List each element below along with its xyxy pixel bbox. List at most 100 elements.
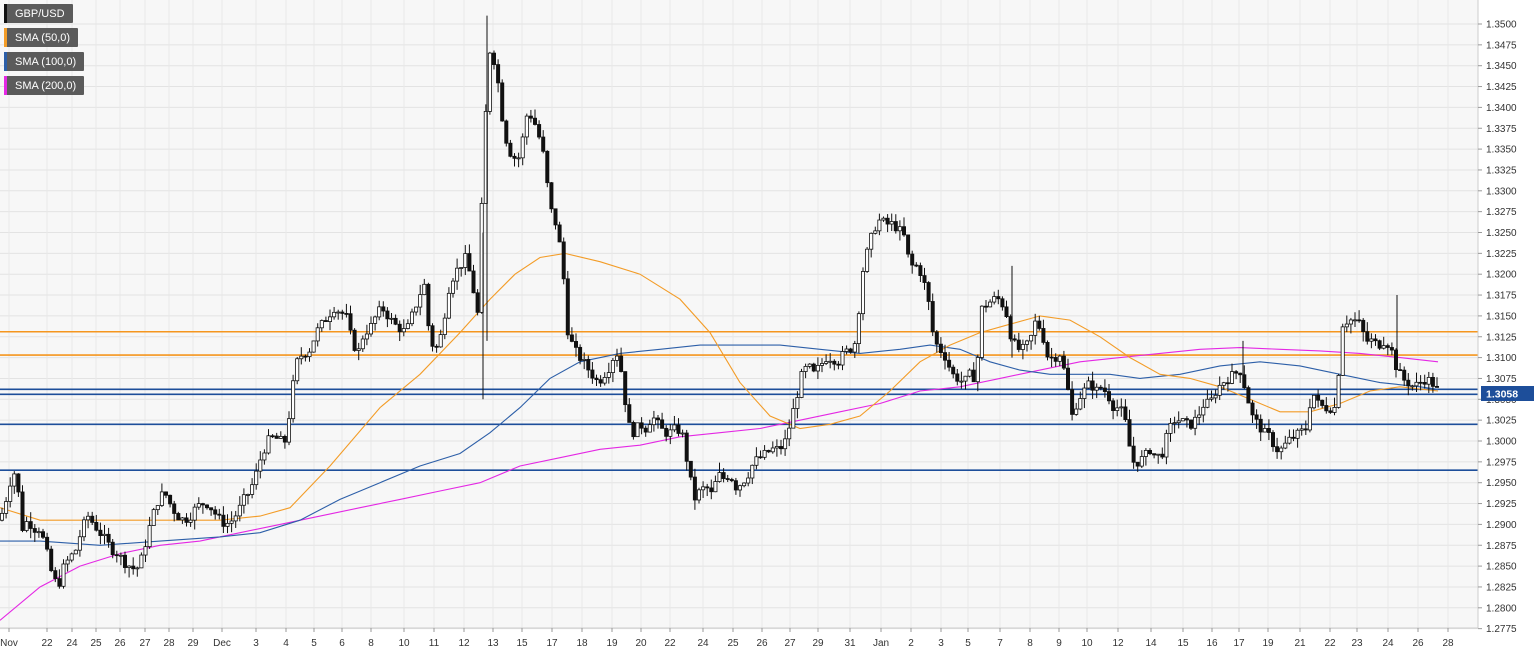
candle-body: [889, 221, 894, 225]
candle-body: [241, 494, 246, 506]
y-tick-label: 1.3400: [1486, 103, 1517, 114]
legend-item[interactable]: SMA (200,0): [4, 76, 85, 95]
candle-body: [1389, 347, 1394, 351]
y-tick-label: 1.3425: [1486, 82, 1517, 93]
candle-body: [217, 513, 222, 516]
legend-item[interactable]: SMA (50,0): [4, 28, 79, 47]
candle-body: [1189, 419, 1194, 429]
y-tick-label: 1.3275: [1486, 207, 1517, 218]
candle-body: [77, 536, 82, 551]
candle-body: [1422, 382, 1427, 385]
candle-body: [1262, 428, 1267, 433]
candle-body: [836, 363, 841, 366]
candle-body: [832, 360, 837, 365]
candle-body: [1164, 433, 1169, 458]
candle-body: [799, 371, 804, 398]
candle-body: [147, 525, 152, 548]
candle-body: [110, 541, 115, 556]
candle-body: [1254, 414, 1259, 420]
candle-body: [1344, 323, 1349, 328]
candle-body: [984, 305, 989, 308]
candle-body: [1435, 385, 1440, 388]
candle-body: [1094, 386, 1099, 391]
candle-body: [405, 323, 410, 329]
candle-body: [582, 358, 587, 361]
x-tick-label: 29: [812, 638, 824, 649]
candle-body: [1369, 338, 1374, 342]
candle-body: [196, 503, 201, 508]
x-tick-label: 15: [516, 638, 528, 649]
y-axis: 1.3500 1.3475 1.3450 1.3425 1.3400 1.3375 1.33…: [1478, 20, 1517, 635]
candle-body: [1307, 407, 1312, 431]
legend: GBP/USD SMA (50,0) SMA (100,0) SMA (200,0): [4, 4, 85, 100]
x-tick-label: 16: [1206, 638, 1218, 649]
x-tick-label: 12: [1112, 638, 1124, 649]
candle-body: [1029, 334, 1034, 342]
candle-body: [131, 565, 136, 570]
x-tick-label: 9: [1056, 638, 1062, 649]
candle-body: [528, 115, 533, 119]
x-tick-label: 4: [283, 638, 289, 649]
candle-body: [393, 317, 398, 325]
candle-body: [774, 446, 779, 449]
candle-body: [1107, 391, 1112, 402]
x-tick-label: 3: [938, 638, 944, 649]
legend-item[interactable]: GBP/USD: [4, 4, 73, 23]
y-tick-label: 1.3250: [1486, 228, 1517, 239]
y-tick-label: 1.3025: [1486, 416, 1517, 427]
candle-body: [1402, 369, 1407, 381]
candle-body: [1127, 419, 1132, 447]
candle-body: [943, 352, 948, 361]
candle-body: [1049, 356, 1054, 359]
candle-body: [770, 447, 775, 453]
candle-body: [159, 491, 164, 506]
candle-body: [311, 340, 316, 353]
candle-body: [8, 485, 13, 502]
legend-label: SMA (100,0): [15, 55, 77, 68]
candle-body: [1098, 386, 1103, 389]
candle-body: [1053, 357, 1058, 362]
candle-body: [254, 470, 259, 486]
candle-body: [979, 305, 984, 358]
y-tick-label: 1.3350: [1486, 145, 1517, 156]
legend-item[interactable]: SMA (100,0): [4, 52, 85, 71]
x-tick-label: 26: [756, 638, 768, 649]
candle-body: [291, 380, 296, 420]
x-tick-label: 5: [965, 638, 971, 649]
y-tick-label: 1.2800: [1486, 603, 1517, 614]
candle-body: [250, 484, 255, 495]
candle-body: [783, 438, 788, 450]
candle-body: [840, 351, 845, 366]
candle-body: [143, 546, 148, 556]
candle-body: [90, 515, 95, 523]
y-tick-label: 1.2775: [1486, 624, 1517, 635]
candle-body: [971, 369, 976, 383]
candle-body: [385, 310, 390, 320]
candle-body: [1353, 319, 1358, 322]
candle-body: [163, 491, 168, 496]
candle-body: [1258, 418, 1263, 433]
candle-body: [455, 267, 460, 282]
candle-body: [233, 515, 238, 522]
candle-body: [623, 371, 628, 406]
x-tick-label: Jan: [873, 638, 889, 649]
candle-body: [1180, 418, 1185, 422]
candle-body: [1033, 320, 1038, 336]
candle-body: [237, 504, 242, 517]
candle-body: [364, 333, 369, 340]
candle-body: [344, 313, 349, 315]
x-tick-label: 19: [606, 638, 618, 649]
candle-body: [922, 275, 927, 283]
x-tick-label: 17: [546, 638, 558, 649]
candle-body: [282, 436, 287, 443]
candle-body: [643, 427, 648, 433]
candle-body: [442, 317, 447, 335]
y-tick-label: 1.3150: [1486, 311, 1517, 322]
candle-body: [561, 241, 566, 280]
candle-body: [639, 422, 644, 429]
candle-body: [368, 323, 373, 335]
candle-body: [1410, 385, 1415, 388]
candle-body: [414, 306, 419, 313]
candle-body: [1061, 355, 1066, 369]
